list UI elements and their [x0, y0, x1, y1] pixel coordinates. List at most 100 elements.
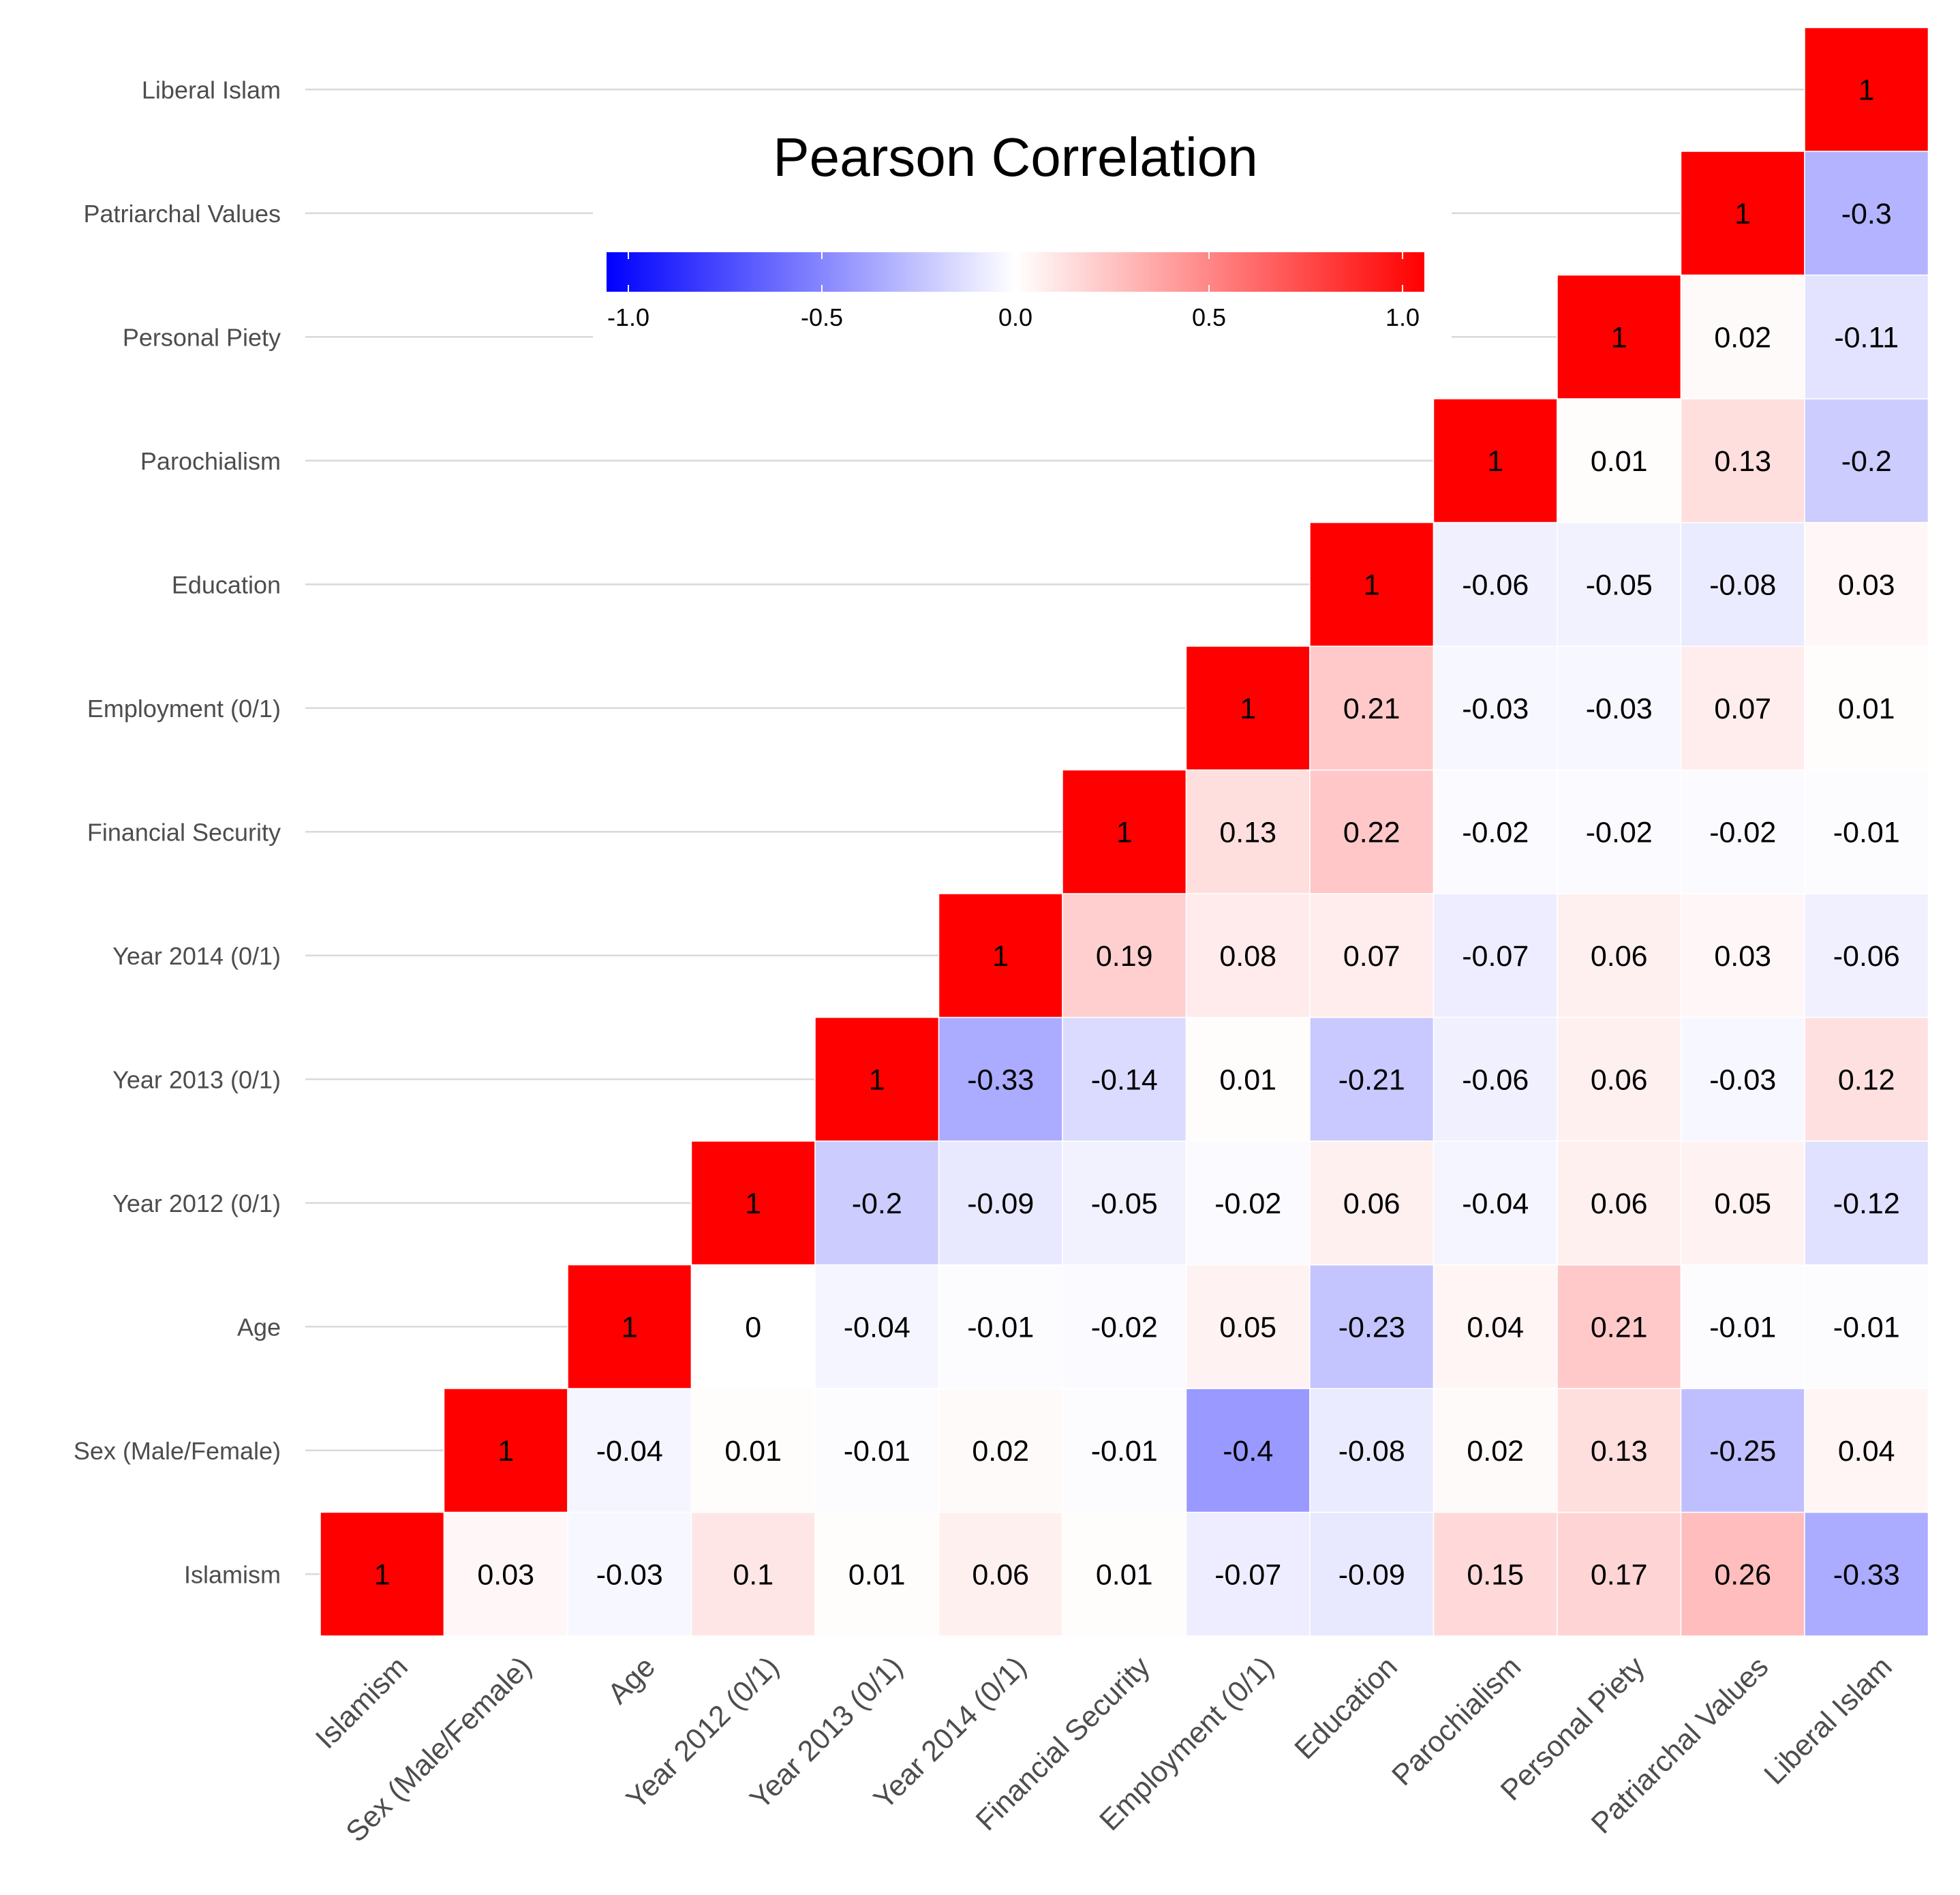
cell-value-label: 0.05 — [1219, 1311, 1276, 1344]
heatmap-cell — [1557, 398, 1682, 524]
heatmap-cell — [443, 1388, 568, 1513]
cell-value-label: 1 — [497, 1435, 514, 1468]
cell-value-label: -0.02 — [1462, 816, 1529, 849]
legend-tick-label: -0.5 — [801, 303, 843, 331]
heatmap-cell — [938, 1511, 1063, 1637]
cell-value-label: 0.22 — [1343, 816, 1400, 849]
cell-value-label: 1 — [1116, 816, 1133, 849]
heatmap-cell — [814, 1388, 940, 1513]
heatmap-cell — [1309, 1264, 1435, 1389]
cell-value-label: -0.3 — [1841, 198, 1892, 230]
heatmap-cell — [814, 1511, 940, 1637]
cell-value-label: 0.13 — [1219, 816, 1276, 849]
cell-value-label: 1 — [745, 1187, 761, 1220]
cell-value-label: 0.01 — [724, 1435, 782, 1468]
legend-ticks: -1.0 -0.5 0.0 0.5 1.0 — [607, 252, 1420, 331]
cell-value-label: -0.2 — [852, 1187, 902, 1220]
cell-value-label: -0.07 — [1214, 1558, 1281, 1591]
cell-value-label: 0.03 — [1714, 940, 1771, 973]
heatmap-cell — [1062, 1140, 1187, 1266]
heatmap-cell — [1062, 1511, 1187, 1637]
heatmap-cell — [1680, 521, 1805, 647]
heatmap-cell — [1680, 1016, 1805, 1142]
y-label-financial-security: Financial Security — [87, 818, 281, 846]
heatmap-cell — [1557, 769, 1682, 894]
x-label-age: Age — [602, 1650, 662, 1710]
cell-value-label: 1 — [869, 1063, 885, 1096]
y-label-personal-piety: Personal Piety — [123, 323, 281, 351]
cell-value-label: 0.08 — [1219, 940, 1276, 973]
cell-value-label: -0.05 — [1586, 568, 1653, 601]
heatmap-cell — [938, 893, 1063, 1018]
cell-value-label: 0.01 — [1096, 1558, 1153, 1591]
heatmap-cell — [567, 1511, 692, 1637]
heatmap-cell — [1185, 1264, 1311, 1389]
heatmap-cell — [1433, 1140, 1558, 1266]
cell-value-label: 1 — [374, 1558, 391, 1591]
cell-value-label: -0.03 — [1709, 1063, 1776, 1096]
cell-value-label: -0.08 — [1709, 568, 1776, 601]
cell-value-label: -0.14 — [1091, 1063, 1158, 1096]
y-label-islamism: Islamism — [184, 1560, 281, 1588]
cell-value-label: -0.05 — [1091, 1187, 1158, 1220]
cell-value-label: -0.02 — [1709, 816, 1776, 849]
x-label-parochialism: Parochialism — [1385, 1650, 1527, 1792]
heatmap-cell — [1062, 893, 1187, 1018]
heatmap-cell — [1680, 1511, 1805, 1637]
heatmap-cell — [1804, 521, 1929, 647]
heatmap-cell — [1680, 1140, 1805, 1266]
cell-value-label: -0.03 — [1462, 693, 1529, 725]
cell-value-label: 0.06 — [1343, 1187, 1400, 1220]
y-label-year-2013-0-1: Year 2013 (0/1) — [112, 1065, 281, 1093]
heatmap-cell — [1680, 769, 1805, 894]
heatmap-cell — [1185, 1388, 1311, 1513]
cell-value-label: -0.08 — [1338, 1435, 1405, 1468]
heatmap-cell — [1062, 1388, 1187, 1513]
heatmap-cell — [1062, 769, 1187, 894]
heatmap-cell — [1557, 646, 1682, 771]
heatmap-cell — [1433, 398, 1558, 524]
heatmap-cell — [1804, 1264, 1929, 1389]
x-label-liberal-islam: Liberal Islam — [1758, 1650, 1899, 1791]
cell-value-label: 0.21 — [1343, 693, 1400, 725]
heatmap-cell — [1185, 646, 1311, 771]
cell-value-label: 1 — [622, 1311, 638, 1344]
legend-tick-label: 0.0 — [998, 303, 1032, 331]
cell-value-label: 0.02 — [1714, 321, 1771, 354]
heatmap-cell — [1309, 769, 1435, 894]
cell-value-label: 1 — [1364, 568, 1380, 601]
cell-value-label: 0.19 — [1096, 940, 1153, 973]
cell-value-label: 0.17 — [1591, 1558, 1648, 1591]
cell-value-label: -0.03 — [1586, 693, 1653, 725]
cell-value-label: 0.03 — [477, 1558, 534, 1591]
cell-value-label: -0.01 — [967, 1311, 1034, 1344]
cell-value-label: 0.07 — [1343, 940, 1400, 973]
cell-value-label: 0.01 — [1838, 693, 1895, 725]
cell-value-label: -0.11 — [1834, 321, 1899, 354]
cell-value-label: -0.01 — [1091, 1435, 1158, 1468]
heatmap-cell — [690, 1388, 816, 1513]
heatmap-cell — [1433, 893, 1558, 1018]
cell-value-label: -0.25 — [1709, 1435, 1776, 1468]
cell-value-label: 0.01 — [1591, 445, 1648, 478]
heatmap-cell — [938, 1016, 1063, 1142]
x-label-islamism: Islamism — [309, 1650, 414, 1755]
cell-value-label: -0.21 — [1338, 1063, 1405, 1096]
heatmap-cell — [1680, 1264, 1805, 1389]
cell-value-label: -0.33 — [1833, 1558, 1900, 1591]
heatmap-cell — [1804, 398, 1929, 524]
legend-tick-label: 0.5 — [1192, 303, 1226, 331]
heatmap-cell — [567, 1264, 692, 1389]
heatmap-cell — [1557, 274, 1682, 399]
cell-value-label: -0.02 — [1091, 1311, 1158, 1344]
cell-value-label: 0.06 — [1591, 940, 1648, 973]
legend-background — [593, 102, 1452, 361]
cell-value-label: 1 — [992, 940, 1009, 973]
cell-value-label: -0.06 — [1833, 940, 1900, 973]
heatmap-cell — [1804, 27, 1929, 152]
cell-value-label: 0.04 — [1467, 1311, 1524, 1344]
heatmap-cell — [690, 1511, 816, 1637]
heatmap-cell — [1804, 646, 1929, 771]
cell-value-label: -0.09 — [967, 1187, 1034, 1220]
